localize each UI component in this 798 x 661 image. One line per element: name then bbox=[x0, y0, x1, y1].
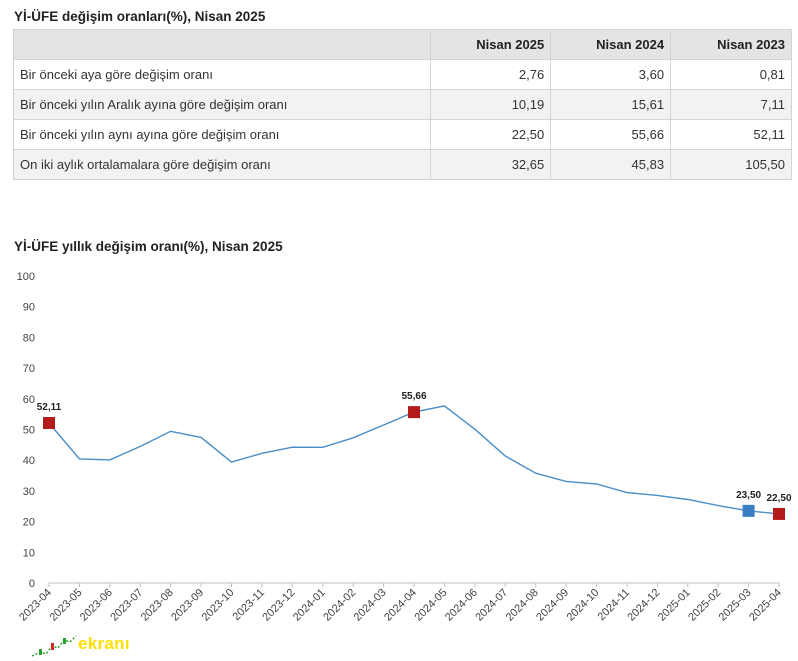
cell-value: 55,66 bbox=[550, 119, 672, 150]
data-label: 55,66 bbox=[401, 391, 426, 402]
row-label: Bir önceki yılın aynı ayına göre değişim… bbox=[12, 119, 432, 150]
x-tick-label: 2023-09 bbox=[169, 587, 206, 624]
x-tick-label: 2023-06 bbox=[78, 587, 115, 624]
x-tick-label: 2024-06 bbox=[443, 587, 480, 624]
table-header-row: Nisan 2025 Nisan 2024 Nisan 2023 bbox=[12, 29, 792, 60]
y-tick-label: 90 bbox=[23, 302, 35, 314]
series-line bbox=[48, 405, 780, 515]
cell-value: 15,61 bbox=[550, 89, 672, 120]
y-tick-label: 0 bbox=[29, 578, 35, 590]
cell-value: 2,76 bbox=[430, 59, 552, 90]
cell-value: 3,60 bbox=[550, 59, 672, 90]
y-tick-label: 100 bbox=[17, 271, 35, 283]
y-tick-label: 20 bbox=[23, 517, 35, 529]
x-tick-label: 2024-04 bbox=[382, 587, 419, 624]
ekrani-logo: ekranı bbox=[30, 632, 140, 660]
cell-value: 52,11 bbox=[670, 119, 792, 150]
x-tick-label: 2023-10 bbox=[200, 587, 237, 624]
data-label: 23,50 bbox=[736, 490, 761, 501]
cell-value: 32,65 bbox=[430, 149, 552, 180]
axis-layer: 01020304050607080901002023-042023-052023… bbox=[17, 271, 784, 624]
x-tick-label: 2024-10 bbox=[565, 587, 602, 624]
x-tick-label: 2024-07 bbox=[473, 587, 510, 624]
x-tick-label: 2024-01 bbox=[291, 587, 328, 624]
marker-layer: 52,11 55,66 23,50 22,50 bbox=[37, 391, 792, 520]
data-label: 22,50 bbox=[766, 493, 791, 504]
cell-value: 0,81 bbox=[670, 59, 792, 90]
logo-candlestick-icon bbox=[31, 635, 77, 657]
series-line-layer bbox=[48, 405, 780, 515]
y-tick-label: 80 bbox=[23, 332, 35, 344]
x-tick-label: 2024-03 bbox=[352, 587, 389, 624]
data-point-marker bbox=[43, 417, 55, 430]
row-label: On iki aylık ortalamalara göre değişim o… bbox=[12, 149, 432, 180]
y-tick-label: 30 bbox=[23, 486, 35, 498]
y-tick-label: 50 bbox=[23, 425, 35, 437]
x-tick-label: 2025-03 bbox=[717, 587, 754, 624]
x-tick-label: 2023-04 bbox=[17, 587, 54, 624]
data-point-marker bbox=[408, 406, 420, 419]
x-tick-label: 2023-05 bbox=[48, 587, 85, 624]
row-label: Bir önceki aya göre değişim oranı bbox=[12, 59, 432, 90]
data-label: 52,11 bbox=[37, 402, 62, 413]
table-row: On iki aylık ortalamalara göre değişim o… bbox=[12, 149, 792, 180]
y-tick-label: 40 bbox=[23, 455, 35, 467]
x-tick-label: 2023-07 bbox=[108, 587, 145, 624]
x-tick-label: 2024-08 bbox=[504, 587, 541, 624]
table-title: Yİ-ÜFE değişim oranları(%), Nisan 2025 bbox=[14, 9, 266, 24]
x-tick-label: 2024-05 bbox=[413, 587, 450, 624]
cell-value: 105,50 bbox=[670, 149, 792, 180]
x-tick-label: 2025-02 bbox=[686, 587, 723, 624]
table-row: Bir önceki yılın aynı ayına göre değişim… bbox=[12, 119, 792, 150]
data-point-marker bbox=[742, 504, 755, 517]
column-header-nisan-2023: Nisan 2023 bbox=[670, 29, 792, 60]
table-row: Bir önceki yılın Aralık ayına göre değiş… bbox=[12, 89, 792, 120]
cell-value: 10,19 bbox=[430, 89, 552, 120]
y-tick-label: 10 bbox=[23, 547, 35, 559]
chart-title: Yİ-ÜFE yıllık değişim oranı(%), Nisan 20… bbox=[14, 239, 283, 254]
x-tick-label: 2023-08 bbox=[139, 587, 176, 624]
row-label: Bir önceki yılın Aralık ayına göre değiş… bbox=[12, 89, 432, 120]
y-tick-label: 60 bbox=[23, 394, 35, 406]
x-tick-label: 2023-12 bbox=[260, 587, 297, 624]
data-point-marker bbox=[773, 507, 785, 520]
cell-value: 22,50 bbox=[430, 119, 552, 150]
x-tick-label: 2024-12 bbox=[625, 587, 662, 624]
x-tick-label: 2024-02 bbox=[321, 587, 358, 624]
table-row: Bir önceki aya göre değişim oranı 2,76 3… bbox=[12, 59, 792, 90]
y-tick-label: 70 bbox=[23, 363, 35, 375]
x-tick-label: 2025-01 bbox=[656, 587, 693, 624]
logo-text: ekranı bbox=[78, 634, 130, 653]
change-rates-table: Nisan 2025 Nisan 2024 Nisan 2023 Bir önc… bbox=[12, 29, 792, 180]
cell-value: 45,83 bbox=[550, 149, 672, 180]
x-tick-label: 2024-09 bbox=[534, 587, 571, 624]
x-tick-label: 2025-04 bbox=[747, 587, 784, 624]
